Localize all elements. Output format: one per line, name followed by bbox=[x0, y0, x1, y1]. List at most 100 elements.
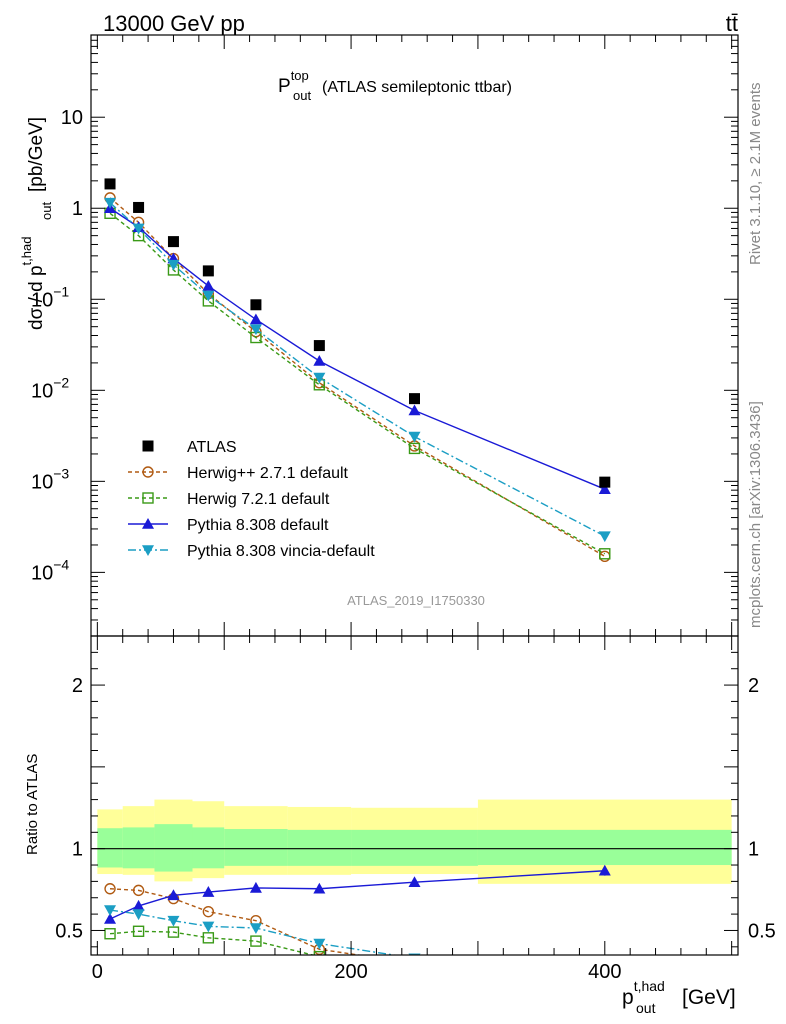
legend-label: Herwig++ 2.7.1 default bbox=[187, 465, 349, 482]
ratio-ytick-label-left: 0.5 bbox=[55, 920, 83, 942]
ratio-point-herwig-2-7-1-default-1 bbox=[132, 884, 145, 897]
data-point-7 bbox=[599, 476, 611, 488]
main-ytick-base: 10 bbox=[31, 471, 53, 493]
ratio-point-pythia-8-308-vincia-default-0 bbox=[104, 905, 117, 917]
point-pythia-8-308-vincia-default-6 bbox=[408, 431, 421, 443]
ratio-point-herwig-2-7-1-default-6 bbox=[410, 958, 420, 968]
point-pythia-8-308-default-5 bbox=[313, 354, 326, 366]
point-pythia-8-308-vincia-default-4 bbox=[249, 324, 262, 336]
legend-marker-atlas bbox=[142, 440, 154, 452]
main-ytick-label: 10−3 bbox=[31, 465, 69, 493]
ratio-point-herwig-7-2-1-default-4 bbox=[250, 935, 262, 947]
ratio-point-herwig-7-2-1-default-3 bbox=[202, 932, 215, 944]
ratio-ylabel: Ratio to ATLAS bbox=[24, 754, 41, 855]
ratio-ytick-label-right: 0.5 bbox=[748, 920, 776, 942]
ratio-point-herwig-7-2-1-default-5 bbox=[313, 950, 326, 955]
ratio-point-pythia-8-308-vincia-default-4 bbox=[249, 923, 262, 935]
main-ytick-base: 10 bbox=[31, 289, 53, 311]
ratio-ytick-label-right: 2 bbox=[748, 675, 759, 697]
point-pythia-8-308-default-4 bbox=[249, 313, 262, 325]
ratio-point-herwig-7-2-1-default-1 bbox=[132, 925, 145, 937]
point-pythia-8-308-vincia-default-1 bbox=[132, 223, 145, 235]
legend-label: Pythia 8.308 default bbox=[187, 517, 329, 534]
ratio-point-pythia-8-308-default-4 bbox=[249, 881, 262, 893]
main-ytick-label: 10−2 bbox=[31, 374, 69, 402]
point-pythia-8-308-vincia-default-2 bbox=[167, 259, 180, 271]
energy-label: 13000 GeV pp bbox=[103, 11, 245, 36]
ratio-ytick-label-left: 2 bbox=[72, 675, 83, 697]
ratio-point-herwig-2-7-1-default-0 bbox=[104, 883, 116, 895]
point-pythia-8-308-default-6 bbox=[408, 404, 421, 416]
legend-label: Herwig 7.2.1 default bbox=[187, 491, 330, 508]
main-ytick-exp: −3 bbox=[53, 465, 69, 481]
mcplots-label: mcplots.cern.ch [arXiv:1306.3436] bbox=[747, 401, 764, 628]
ratio-point-pythia-8-308-default-1 bbox=[132, 899, 145, 911]
legend-marker bbox=[142, 545, 154, 556]
legend-marker bbox=[142, 492, 154, 504]
band-inner-6 bbox=[351, 829, 478, 866]
main-ytick-label: 10 bbox=[61, 107, 83, 129]
band-inner-7 bbox=[477, 829, 732, 866]
band-inner-3 bbox=[192, 827, 225, 869]
point-pythia-8-308-default-3 bbox=[202, 279, 215, 291]
legend-marker bbox=[142, 466, 154, 478]
ratio-ytick-label-left: 1 bbox=[72, 839, 83, 861]
ratio-point-herwig-2-7-1-default-3 bbox=[202, 905, 215, 918]
point-pythia-8-308-vincia-default-0 bbox=[104, 197, 117, 209]
plot-title: Ptop out (ATLAS semileptonic ttbar) bbox=[278, 68, 512, 103]
main-ytick-base: 10 bbox=[31, 562, 53, 584]
ratio-point-herwig-2-7-1-default-7 bbox=[600, 983, 610, 993]
ratio-point-pythia-8-308-default-6 bbox=[408, 876, 421, 888]
ratio-point-herwig-7-2-1-default-6 bbox=[410, 961, 420, 971]
legend-label: Pythia 8.308 vincia-default bbox=[187, 543, 375, 560]
main-ytick-label: 10−1 bbox=[31, 283, 69, 311]
point-pythia-8-308-vincia-default-3 bbox=[202, 290, 215, 302]
ratio-point-pythia-8-308-default-7 bbox=[598, 864, 611, 876]
band-inner-4 bbox=[224, 829, 288, 866]
band-inner-0 bbox=[97, 828, 123, 868]
band-inner-5 bbox=[287, 829, 352, 866]
xtick-label: 200 bbox=[334, 961, 367, 983]
main-ytick-exp: −4 bbox=[53, 556, 69, 572]
data-point-3 bbox=[202, 265, 214, 277]
ratio-plot-area bbox=[104, 864, 611, 993]
svg-text:dσ / d pt,hadout[pb/GeV]: dσ / d pt,hadout[pb/GeV] bbox=[19, 117, 54, 330]
main-ylabel: dσ / d pt,hadout[pb/GeV] bbox=[19, 117, 54, 330]
ratio-point-pythia-8-308-vincia-default-1 bbox=[132, 909, 145, 921]
ratio-line-herwig-7-2-1-default bbox=[109, 930, 316, 955]
point-herwig-7-2-1-default-6 bbox=[408, 442, 421, 455]
data-point-0 bbox=[104, 178, 116, 190]
legend: ATLAS Herwig++ 2.7.1 default Herwig 7.2.1 … bbox=[128, 439, 375, 560]
series-line-pythia-8-308-vincia-default bbox=[109, 202, 606, 537]
main-ytick-base: 10 bbox=[31, 380, 53, 402]
legend-label: ATLAS bbox=[187, 439, 237, 456]
ratio-line-pythia-8-308-vincia-default bbox=[109, 909, 398, 955]
data-point-5 bbox=[313, 340, 325, 352]
ratio-point-herwig-7-2-1-default-0 bbox=[104, 928, 116, 940]
data-point-4 bbox=[250, 299, 262, 311]
process-label: tt̄ bbox=[726, 11, 738, 36]
ratio-point-pythia-8-308-default-0 bbox=[104, 913, 117, 924]
series-line-herwig-7-2-1-default bbox=[109, 212, 606, 555]
main-ytick-exp: −2 bbox=[53, 374, 69, 390]
ratio-point-herwig-7-2-1-default-2 bbox=[167, 926, 180, 938]
main-plot-area bbox=[104, 178, 611, 563]
ratio-point-pythia-8-308-default-2 bbox=[167, 889, 180, 901]
data-point-6 bbox=[409, 393, 420, 405]
series-line-pythia-8-308-default bbox=[109, 207, 606, 490]
rivet-label: Rivet 3.1.10, ≥ 2.1M events bbox=[747, 83, 764, 266]
data-point-1 bbox=[133, 201, 145, 213]
point-pythia-8-308-vincia-default-5 bbox=[313, 372, 326, 384]
point-herwig-2-7-1-default-7 bbox=[599, 550, 611, 563]
xlabel: pt,had out [GeV] bbox=[622, 978, 736, 1016]
point-herwig-7-2-1-default-7 bbox=[599, 548, 611, 560]
data-point-2 bbox=[167, 236, 179, 248]
xtick-label: 400 bbox=[588, 961, 621, 983]
point-pythia-8-308-default-7 bbox=[598, 483, 611, 494]
band-inner-1 bbox=[122, 827, 155, 869]
main-ytick-label: 10−4 bbox=[31, 556, 69, 584]
ratio-point-pythia-8-308-vincia-default-3 bbox=[202, 921, 215, 933]
main-ytick-exp: −1 bbox=[53, 283, 69, 299]
